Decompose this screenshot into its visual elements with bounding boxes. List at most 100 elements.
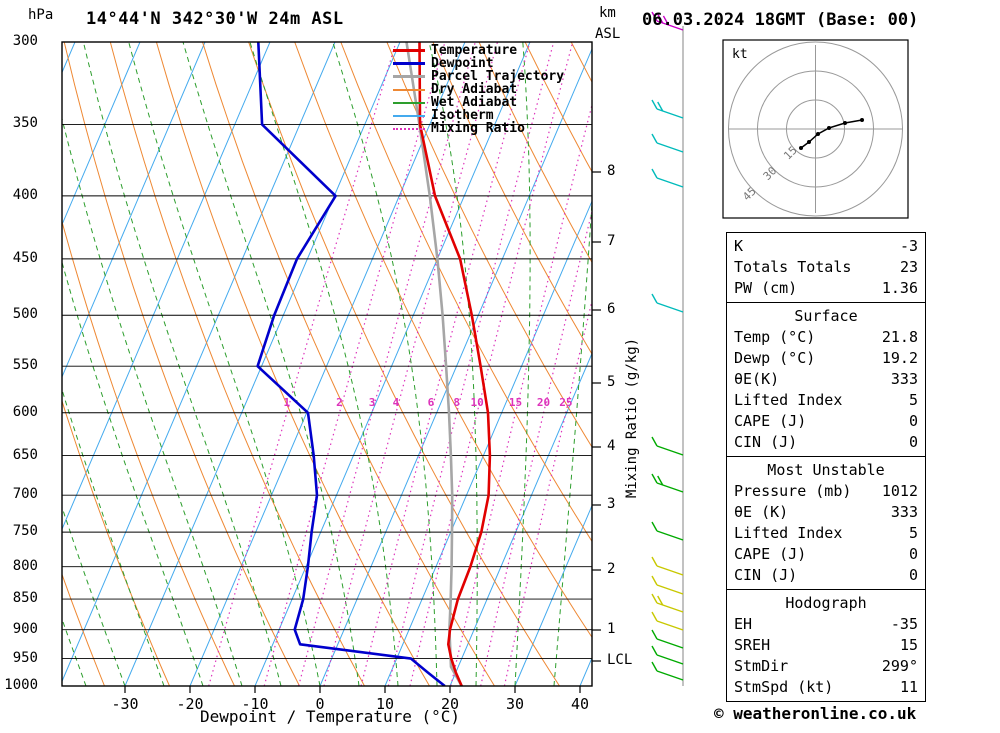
km-tick-label: 7 [607,233,616,249]
legend-item: Parcel Trajectory [393,70,564,83]
legend-item: Isotherm [393,109,564,122]
table-row-value: 0 [908,566,918,584]
legend-label: Isotherm [431,108,494,123]
pressure-tick-label: 850 [12,590,38,607]
legend-item: Wet Adiabat [393,96,564,109]
legend-line-sample [393,127,425,130]
table-row-value: 1.36 [881,279,918,297]
pressure-tick-label: 450 [12,249,38,266]
pressure-tick-label: 950 [12,649,38,666]
table-row-label: CIN (J) [734,433,798,451]
table-row-value: 15 [899,636,918,654]
table-row-label: Dewp (°C) [734,349,816,367]
table-section-header: Surface [794,307,858,325]
legend-label: Temperature [431,43,518,58]
km-tick-label: 2 [607,561,616,577]
table-row-value: 11 [899,678,918,696]
table-row-value: 0 [908,412,918,430]
table-row-value: 0 [908,433,918,451]
mixing-ratio-value-label: 10 [470,396,484,409]
svg-text:30: 30 [761,164,780,183]
pressure-unit-label: hPa [28,7,54,23]
legend-label: Dewpoint [431,56,494,71]
pressure-tick-label: 300 [12,33,38,49]
km-tick-label: LCL [607,652,633,668]
km-tick-label: 1 [607,621,616,637]
pressure-tick-label: 700 [12,486,38,503]
table-row-value: -35 [890,615,918,633]
temp-tick-label: 30 [505,695,525,713]
legend-line-sample [393,114,425,117]
table-section: Surface Temp (°C) 21.8 Dewp (°C) 19.2 θE(K) 33… [727,302,925,456]
temp-tick-label: -30 [111,695,139,713]
svg-text:15: 15 [781,144,800,163]
table-row-label: Lifted Index [734,391,843,409]
table-row-label: Pressure (mb) [734,482,852,500]
table-row-value: -3 [899,237,918,255]
table-row: Totals Totals 23 [734,257,918,278]
table-row-label: Totals Totals [734,258,852,276]
legend-line-sample [393,101,425,104]
temp-tick-label: -20 [176,695,204,713]
legend-item: Dry Adiabat [393,83,564,96]
table-row-label: PW (cm) [734,279,798,297]
svg-text:45: 45 [740,185,759,204]
pressure-tick-label: 800 [12,557,38,574]
temp-tick-label: 20 [440,695,460,713]
legend-label: Parcel Trajectory [431,69,565,84]
page-title: 14°44'N 342°30'W 24m ASL [86,9,344,29]
pressure-tick-label: 600 [12,403,38,420]
km-tick-label: 3 [607,496,616,512]
asl-axis-label: ASL [595,26,621,42]
mixing-ratio-value-label: 2 [336,396,343,409]
pressure-tick-label: 400 [12,186,38,203]
table-row-label: CIN (J) [734,566,798,584]
mixing-ratio-value-label: 15 [508,396,523,409]
temp-tick-label: 0 [315,695,325,713]
mixing-ratio-value-label: 8 [453,396,460,409]
table-row: Dewp (°C) 19.2 [734,348,918,369]
km-tick-label: 8 [607,163,616,179]
indices-table: K -3 Totals Totals 23 PW (cm) 1.36 Surface Temp… [726,232,926,702]
legend: Temperature Dewpoint Parcel Trajectory Dry … [393,44,564,135]
table-row-value: 5 [908,391,918,409]
table-row: K -3 [734,236,918,257]
table-row-value: 19.2 [881,349,918,367]
table-row-label: Temp (°C) [734,328,816,346]
table-row: θE(K) 333 [734,369,918,390]
pressure-tick-label: 350 [12,115,38,132]
table-row-label: θE(K) [734,370,780,388]
pressure-tick-label: 500 [12,306,38,323]
legend-line-sample [393,62,425,65]
table-row-label: StmDir [734,657,789,675]
table-row: Temp (°C) 21.8 [734,327,918,348]
pressure-tick-label: 750 [12,523,38,540]
km-tick-label: 6 [607,301,616,317]
table-row-label: CAPE (J) [734,412,807,430]
table-row-label: θE (K) [734,503,789,521]
table-row: CAPE (J) 0 [734,411,918,432]
temp-tick-label: 10 [375,695,395,713]
pressure-tick-label: 1000 [4,677,38,693]
legend-item: Dewpoint [393,57,564,70]
legend-line-sample [393,49,425,52]
table-row: Lifted Index 5 [734,523,918,544]
copyright: © weatheronline.co.uk [714,704,917,723]
table-row-label: CAPE (J) [734,545,807,563]
table-row: SREH 15 [734,635,918,656]
legend-label: Dry Adiabat [431,82,518,97]
table-section: Hodograph EH -35 SREH 15 StmDir 299° StmSpd (kt… [727,589,925,701]
table-row-value: 21.8 [881,328,918,346]
temp-tick-label: 40 [570,695,590,713]
table-row-value: 5 [908,524,918,542]
table-row-value: 0 [908,545,918,563]
table-row-value: 333 [890,503,918,521]
legend-line-sample [393,75,425,78]
table-section: Most Unstable Pressure (mb) 1012 θE (K) 333 L… [727,456,925,589]
table-section: K -3 Totals Totals 23 PW (cm) 1.36 [727,233,925,302]
table-row-label: StmSpd (kt) [734,678,834,696]
pressure-tick-label: 550 [12,357,38,374]
table-section-header: Most Unstable [767,461,885,479]
mixing-ratio-value-label: 1 [283,396,291,409]
legend-item: Temperature [393,44,564,57]
